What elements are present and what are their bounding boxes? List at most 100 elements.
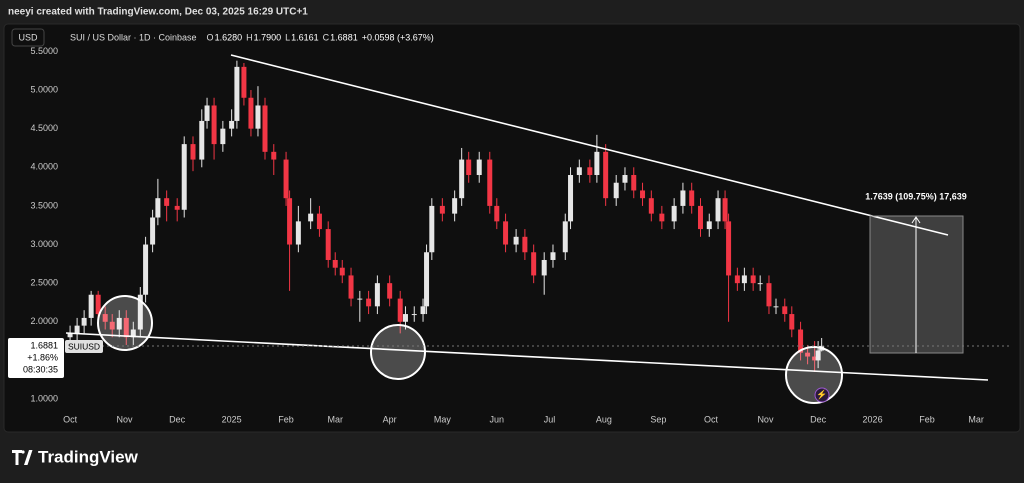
candle-body bbox=[805, 352, 811, 357]
trend-line bbox=[65, 332, 989, 381]
currency-button[interactable] bbox=[11, 28, 45, 47]
candle-body bbox=[613, 182, 619, 199]
candle-body bbox=[387, 283, 393, 299]
trend-line bbox=[230, 54, 949, 236]
x-tick-label: Jul bbox=[544, 414, 556, 424]
candle-body bbox=[640, 190, 646, 199]
candle-body bbox=[782, 306, 788, 315]
highlight-circle bbox=[370, 324, 426, 380]
change: +0.0598 (+3.67%) bbox=[362, 32, 434, 42]
candle-body bbox=[199, 120, 205, 160]
x-tick-label: Nov bbox=[757, 414, 774, 424]
x-tick-label: 2026 bbox=[863, 414, 883, 424]
drawings bbox=[62, 54, 1012, 404]
candle-body bbox=[211, 105, 217, 145]
candle-body bbox=[671, 205, 677, 222]
candle-body bbox=[594, 151, 600, 176]
candle-body bbox=[116, 317, 122, 330]
candle-body bbox=[229, 120, 235, 129]
candle-body bbox=[466, 159, 472, 176]
candle-body bbox=[420, 306, 426, 315]
credit: neeyi created with TradingView.com, Dec … bbox=[8, 7, 308, 18]
candle-body bbox=[402, 314, 408, 322]
symbol-tag bbox=[65, 340, 103, 353]
candle-body bbox=[576, 167, 582, 176]
candle-body bbox=[459, 159, 465, 199]
candle-body bbox=[798, 329, 804, 353]
x-tick-label: Dec bbox=[810, 414, 827, 424]
highlight-circle bbox=[97, 295, 153, 351]
y-tick-label: 4.5000 bbox=[30, 123, 58, 133]
x-tick-label: Oct bbox=[704, 414, 719, 424]
logo-text: TradingView bbox=[38, 447, 139, 466]
y-tick-label: 1.0000 bbox=[30, 393, 58, 403]
ohlc-value: 1.6161 bbox=[291, 32, 319, 42]
candle-body bbox=[726, 221, 732, 276]
candle-body bbox=[88, 294, 94, 318]
candle-body bbox=[722, 198, 728, 222]
candle-body bbox=[766, 283, 772, 307]
candle-body bbox=[130, 329, 136, 338]
candle-body bbox=[164, 198, 170, 206]
y-tick-label: 4.0000 bbox=[30, 162, 58, 172]
candle-body bbox=[424, 252, 430, 307]
legend: SUI / US Dollar · 1D · Coinbase O 1.6280 H 1… bbox=[70, 32, 434, 42]
candle-body bbox=[550, 252, 556, 260]
y-tick-label: 5.0000 bbox=[30, 84, 58, 94]
candle-body bbox=[603, 151, 609, 199]
candle-body bbox=[357, 298, 363, 300]
candle-body bbox=[95, 294, 101, 315]
candle-body bbox=[109, 321, 115, 330]
logo-mark bbox=[12, 450, 33, 465]
candle-body bbox=[325, 229, 331, 260]
candle-body bbox=[204, 105, 210, 121]
event-icon-glyph: ⚡ bbox=[816, 388, 827, 400]
candle-body bbox=[123, 317, 129, 338]
candle-body bbox=[476, 159, 482, 176]
ohlc-key: O bbox=[207, 32, 214, 42]
x-tick-label: Nov bbox=[117, 414, 134, 424]
x-tick-label: Mar bbox=[327, 414, 343, 424]
candle-body bbox=[429, 205, 435, 253]
x-tick-label: Aug bbox=[596, 414, 612, 424]
y-tick-label: 5.5000 bbox=[30, 46, 58, 56]
candle-body bbox=[283, 159, 289, 199]
x-tick-label: Jun bbox=[490, 414, 505, 424]
ohlc-value: 1.7900 bbox=[254, 32, 282, 42]
candle-body bbox=[332, 259, 338, 268]
candle-body bbox=[220, 128, 226, 145]
ohlc-key: C bbox=[323, 32, 330, 42]
x-tick-label: Mar bbox=[968, 414, 984, 424]
x-tick-label: May bbox=[434, 414, 452, 424]
y-tick-label: 3.0000 bbox=[30, 239, 58, 249]
currency: USD bbox=[18, 32, 38, 42]
candle-body bbox=[587, 167, 593, 176]
candle-body bbox=[689, 190, 695, 206]
x-tick-label: Apr bbox=[383, 414, 397, 424]
logo: TradingView bbox=[12, 447, 139, 466]
candle-body bbox=[137, 294, 143, 330]
candle-body bbox=[513, 236, 519, 245]
last-change: +1.86% bbox=[27, 352, 58, 362]
logo-dot bbox=[21, 450, 25, 454]
candle-body bbox=[697, 205, 703, 230]
candle-body bbox=[494, 205, 500, 222]
candle-body bbox=[155, 198, 161, 218]
candle-body bbox=[234, 66, 240, 121]
candle-body bbox=[648, 198, 654, 214]
candle-body bbox=[680, 190, 686, 206]
candle-body bbox=[308, 213, 314, 222]
candle-body bbox=[789, 314, 795, 330]
ohlc-key: L bbox=[285, 32, 290, 42]
candle-body bbox=[190, 144, 196, 160]
candle-body bbox=[397, 298, 403, 322]
candle-body bbox=[287, 198, 293, 245]
candle-body bbox=[452, 198, 458, 214]
x-tick-label: 2025 bbox=[222, 414, 242, 424]
candle-body bbox=[812, 356, 818, 361]
y-tick-label: 3.5000 bbox=[30, 200, 58, 210]
event-icon[interactable] bbox=[814, 387, 830, 403]
candle-body bbox=[541, 259, 547, 276]
x-tick-label: Feb bbox=[919, 414, 935, 424]
